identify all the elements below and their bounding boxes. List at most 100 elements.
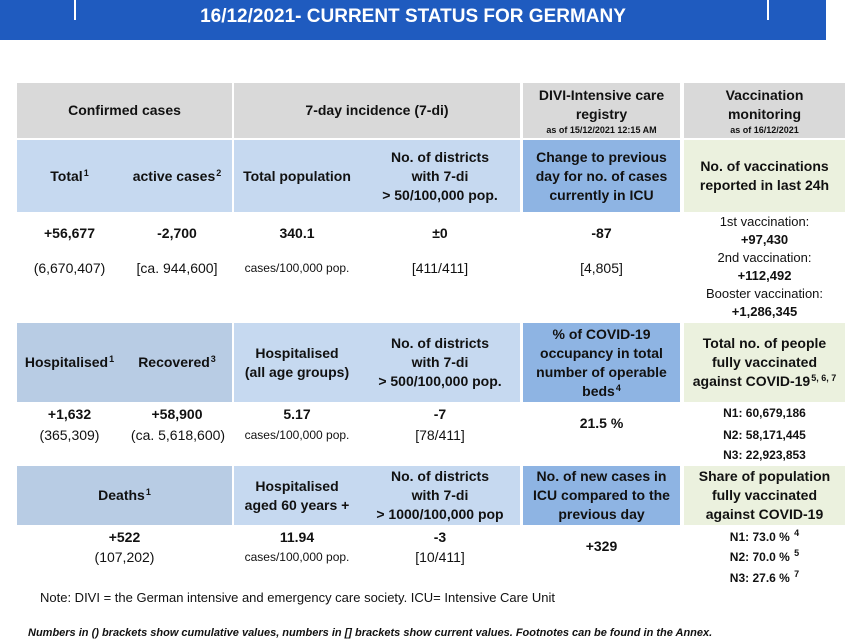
label-text: (all age groups) [244, 363, 350, 380]
footnote: 3 [210, 354, 216, 364]
value: +56,677 [44, 225, 95, 241]
value: -87 [591, 225, 612, 241]
item-label: 2nd vaccination: [717, 250, 812, 265]
multiline-label: Change to previous day for no. of cases cu… [536, 148, 667, 205]
label-line: fully vaccinated [699, 486, 830, 505]
label: Total [50, 167, 83, 184]
label-line: No. of districts [376, 467, 503, 486]
sub-header: active cases2 [122, 140, 232, 212]
label-line: > 500/100,000 pop. [378, 372, 501, 391]
label-line: No. of new cases in [533, 467, 670, 486]
label-text: with 7-di [411, 167, 469, 184]
value: +1,632 [47, 406, 92, 422]
multiline-label: % of COVID-19 occupancy in total number of… [536, 325, 667, 401]
item-label: 1st vaccination: [719, 214, 810, 229]
multiline-label: No. of districts with 7-di > 500/100,000 p… [378, 334, 501, 391]
label-line: beds4 [536, 382, 667, 401]
label-text: Total no. of people [702, 335, 827, 351]
label-line: aged 60 years + [245, 496, 350, 515]
label-line: monitoring [726, 105, 804, 124]
multiline-label: No. of vaccinations reported in last 24h [700, 157, 829, 195]
cumulative: (ca. 5,618,600) [130, 427, 226, 443]
note: Note: DIVI = the German intensive and em… [40, 590, 555, 605]
sub-header: Deaths1 [17, 466, 232, 525]
value: -7 [433, 406, 447, 422]
label-text: with 7-di [411, 354, 469, 370]
label: Recovered [138, 354, 210, 370]
label-text: fully vaccinated [711, 487, 818, 503]
label-line: No. of vaccinations [700, 157, 829, 176]
label-line: > 50/100,000 pop. [382, 186, 498, 205]
footnote: 4 [794, 528, 800, 538]
label: Hospitalised [24, 354, 109, 370]
label-text: reported in last 24h [699, 177, 830, 193]
item-value: +97,430 [740, 232, 789, 247]
label-line: with 7-di [378, 353, 501, 372]
cumulative: (107,202) [94, 549, 155, 565]
label-text: No. of districts [390, 148, 489, 165]
footnote: 7 [794, 569, 800, 579]
item-text: N3: 27.6 % [729, 571, 790, 585]
label-line: Hospitalised [245, 477, 350, 496]
label-text: currently in ICU [549, 186, 654, 203]
column-header: Vaccination monitoring as of 16/12/2021 [684, 83, 845, 138]
label-line: DIVI-Intensive care [539, 86, 664, 105]
label-text: aged 60 years + [244, 496, 350, 513]
label-line: against COVID-195, 6, 7 [693, 372, 837, 391]
label-text: ICU compared to the [533, 487, 670, 503]
label-text: Hospitalised [255, 477, 339, 494]
label-text: occupancy in total [540, 344, 663, 361]
label-text: No. of new cases in [536, 468, 667, 484]
header-date: as of 15/12/2021 12:15 AM [546, 124, 657, 135]
item: N2: 58,171,445 [723, 428, 806, 442]
current: [411/411] [411, 260, 469, 276]
sub-header: Change to previous day for no. of cases cu… [523, 140, 680, 212]
value: 340.1 [279, 225, 315, 241]
cumulative: (6,670,407) [33, 260, 106, 276]
label-line: Total no. of people [693, 334, 837, 353]
unit: cases/100,000 pop. [244, 261, 350, 275]
label-text: registry [575, 105, 628, 122]
item-label: Booster vaccination: [705, 286, 824, 301]
label-text: with 7-di [411, 487, 469, 503]
item: N2: 70.0 % 5 [684, 548, 845, 566]
label-line: Share of population [699, 467, 830, 486]
sub-header: No. of new cases in ICU compared to the pr… [523, 466, 680, 525]
label-line: with 7-di [382, 167, 498, 186]
label-text: > 500/100,000 pop. [378, 373, 502, 389]
label-text: beds [582, 382, 615, 399]
label-text: > 1000/100,000 pop [376, 506, 504, 522]
label-line: No. of districts [382, 148, 498, 167]
sub-header: Recovered3 [122, 323, 232, 402]
multiline-label: Vaccination monitoring [726, 86, 804, 124]
multiline-label: Total no. of people fully vaccinated again… [693, 334, 837, 391]
footnote: 1 [109, 354, 115, 364]
label-line: > 1000/100,000 pop [376, 505, 503, 524]
header-date: as of 16/12/2021 [730, 124, 799, 135]
label: Total population [243, 167, 351, 184]
label-line: (all age groups) [245, 363, 349, 382]
label-line: Hospitalised [245, 344, 349, 363]
sub-header: Hospitalised1 [17, 323, 122, 402]
value: +58,900 [151, 406, 203, 422]
item-text: N2: 70.0 % [729, 550, 790, 564]
label-text: Vaccination [725, 86, 804, 103]
label-text: % of COVID-19 [552, 325, 651, 342]
title: 16/12/2021- CURRENT STATUS FOR GERMANY [200, 6, 626, 27]
footnote: 5, 6, 7 [811, 373, 837, 383]
sub-header: Hospitalised aged 60 years + [234, 466, 360, 525]
multiline-label: No. of new cases in ICU compared to the pr… [533, 467, 670, 524]
footer: Numbers in () brackets show cumulative v… [28, 627, 713, 639]
current: [78/411] [415, 427, 465, 443]
value: 21.5 % [579, 415, 624, 431]
label-line: with 7-di [376, 486, 503, 505]
multiline-label: No. of districts with 7-di > 50/100,000 po… [382, 148, 498, 205]
label-text: monitoring [727, 105, 802, 122]
header-tick [74, 0, 76, 20]
label-line: number of operable [536, 363, 667, 382]
footnote: 1 [83, 167, 89, 178]
label-text: Share of population [698, 468, 831, 484]
sub-header: No. of districts with 7-di > 500/100,000 p… [360, 323, 520, 402]
label-text: against COVID-19 [692, 373, 811, 389]
